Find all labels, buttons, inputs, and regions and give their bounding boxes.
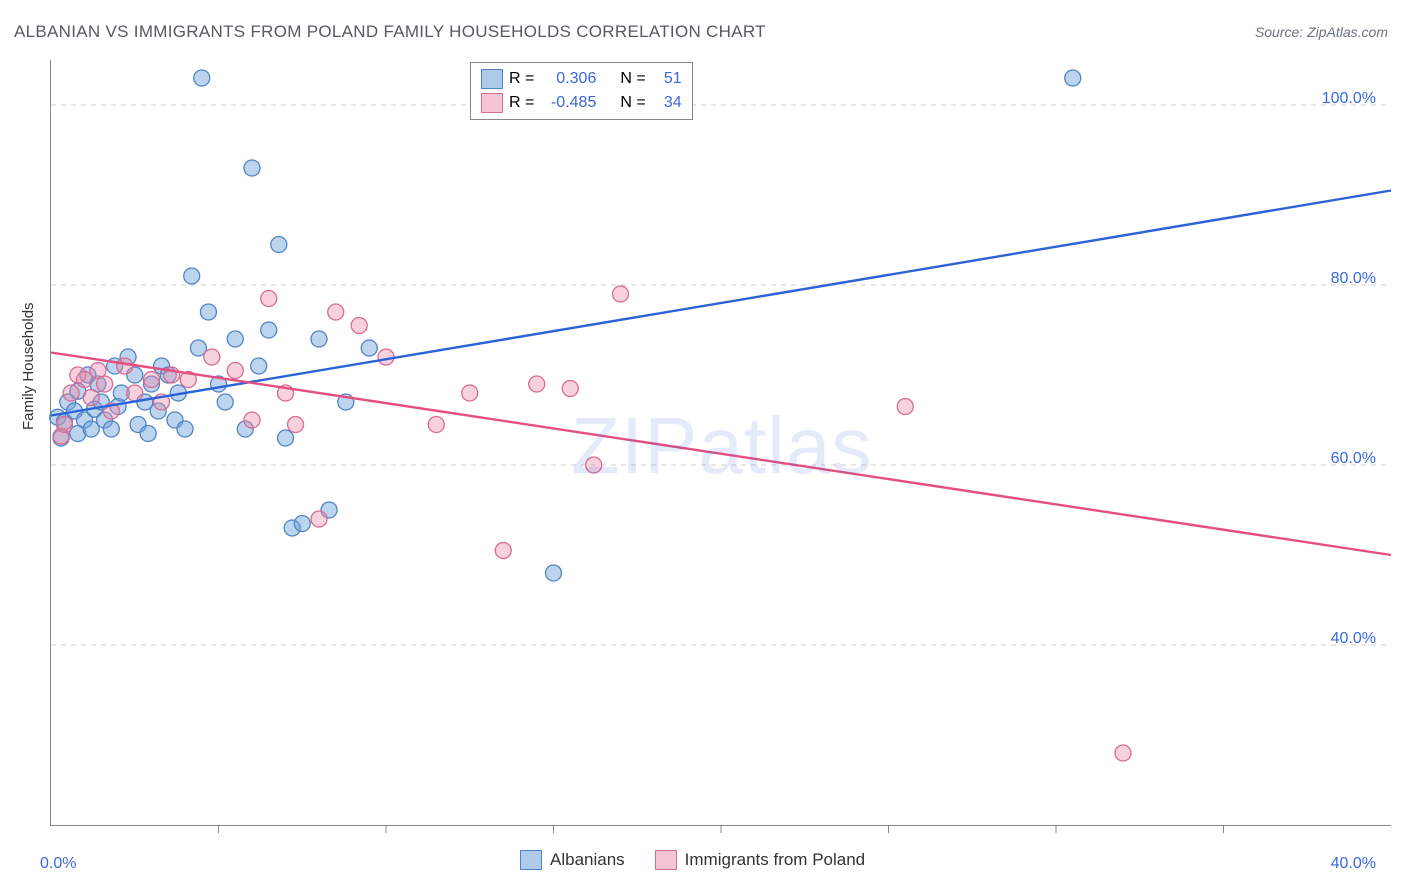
chart-svg	[51, 60, 1391, 825]
y-tick-label: 80.0%	[1331, 270, 1376, 288]
legend-r-value: 0.306	[540, 70, 596, 88]
y-tick-label: 60.0%	[1331, 450, 1376, 468]
x-tick-label: 40.0%	[1331, 855, 1376, 873]
source-attribution: Source: ZipAtlas.com	[1255, 24, 1388, 40]
correlation-legend: R = 0.306 N = 51 R = -0.485 N = 34	[470, 62, 693, 120]
legend-r-label: R =	[509, 94, 534, 112]
y-tick-label: 40.0%	[1331, 630, 1376, 648]
y-axis-label: Family Households	[20, 302, 37, 430]
swatch-icon	[520, 850, 542, 870]
legend-item-label: Immigrants from Poland	[685, 850, 865, 870]
legend-row: R = -0.485 N = 34	[481, 91, 682, 115]
legend-n-value: 34	[652, 94, 682, 112]
swatch-icon	[481, 69, 503, 89]
legend-r-value: -0.485	[540, 94, 596, 112]
legend-n-label: N =	[620, 94, 645, 112]
legend-r-label: R =	[509, 70, 534, 88]
legend-item-label: Albanians	[550, 850, 625, 870]
legend-row: R = 0.306 N = 51	[481, 67, 682, 91]
legend-item: Immigrants from Poland	[655, 850, 865, 870]
legend-n-value: 51	[652, 70, 682, 88]
chart-title: ALBANIAN VS IMMIGRANTS FROM POLAND FAMIL…	[14, 22, 766, 42]
swatch-icon	[481, 93, 503, 113]
series-legend: Albanians Immigrants from Poland	[520, 850, 865, 870]
x-tick-label: 0.0%	[40, 855, 76, 873]
chart-plot-area: ZIPatlas	[50, 60, 1391, 826]
legend-item: Albanians	[520, 850, 625, 870]
y-tick-label: 100.0%	[1322, 90, 1376, 108]
legend-n-label: N =	[620, 70, 645, 88]
swatch-icon	[655, 850, 677, 870]
